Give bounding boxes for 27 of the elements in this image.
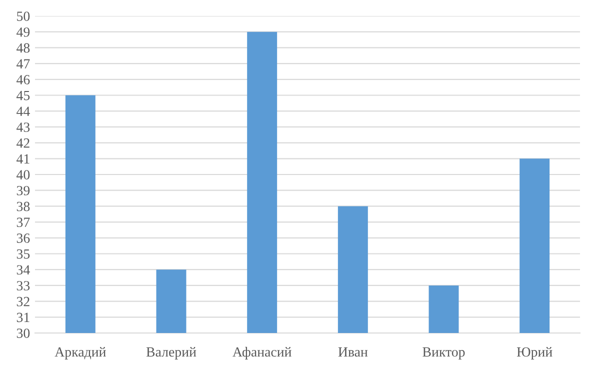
y-tick-label: 49: [16, 27, 30, 37]
y-tick-label: 36: [16, 234, 30, 243]
x-tick-label: Валерий: [146, 347, 196, 360]
y-tick-label: 46: [16, 75, 30, 84]
y-tick-label: 48: [16, 43, 30, 53]
y-tick-label: 37: [16, 218, 30, 228]
y-tick-label: 45: [16, 90, 30, 100]
x-tick-label: Иван: [338, 347, 368, 357]
x-tick-label: Аркадий: [54, 347, 106, 360]
y-tick-label: 44: [16, 106, 30, 116]
x-tick-label: Афанасий: [232, 346, 292, 360]
y-tick-label: 47: [16, 59, 30, 68]
y-tick-label: 50: [17, 12, 30, 21]
y-tick-label: 43: [16, 122, 30, 132]
y-tick-label: 41: [16, 154, 30, 164]
y-tick-label: 32: [16, 296, 30, 306]
y-tick-label: 31: [16, 312, 30, 322]
y-tick-label: 40: [16, 170, 30, 180]
x-tick-label: Виктор: [422, 347, 465, 360]
y-tick-label: 38: [16, 202, 30, 212]
y-tick-label: 39: [16, 186, 30, 196]
y-tick-label: 30: [16, 328, 30, 338]
y-tick-label: 33: [16, 281, 30, 290]
y-tick-label: 34: [16, 265, 30, 275]
y-tick-label: 42: [16, 138, 30, 148]
x-tick-label: Юрий: [516, 347, 552, 360]
y-tick-label: 35: [16, 249, 30, 259]
